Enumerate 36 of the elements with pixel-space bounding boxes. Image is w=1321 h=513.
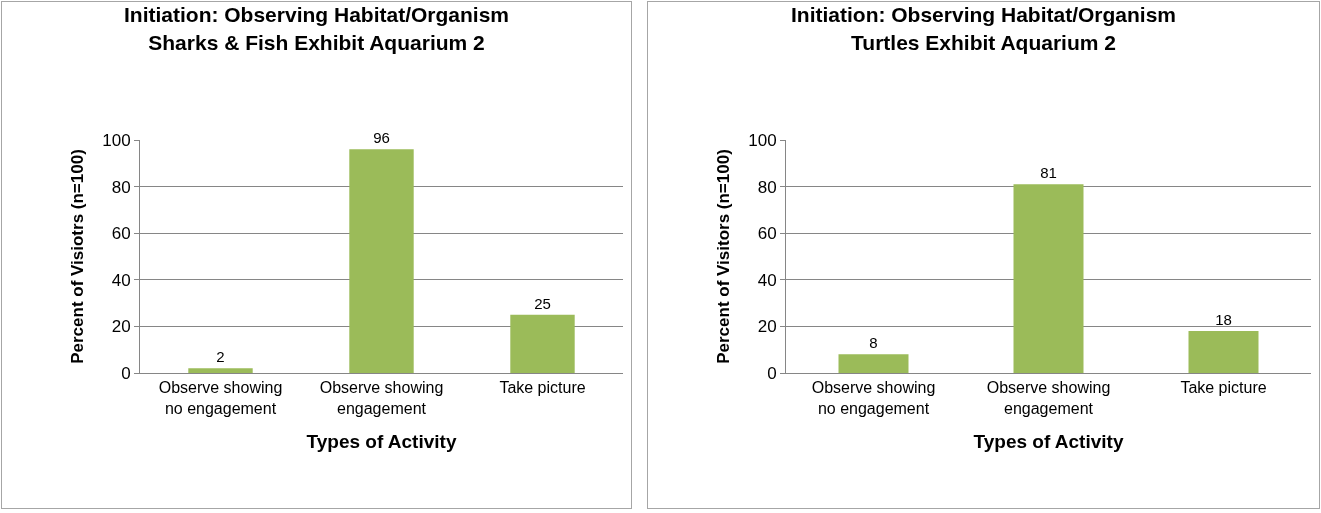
x-tick-label: Take picture (1180, 379, 1267, 397)
y-tick-label: 20 (111, 317, 131, 337)
x-tick-label: Take picture (499, 379, 586, 397)
x-axis-title: Types of Activity (306, 430, 457, 452)
y-tick-label: 20 (757, 317, 777, 337)
y-tick-label: 100 (748, 130, 777, 150)
y-tick-label: 80 (757, 177, 777, 197)
data-label: 18 (1215, 311, 1232, 329)
x-tick-label: Observe showing engagement (319, 379, 444, 417)
y-tick-label: 60 (111, 224, 131, 244)
y-axis-title: Percent of Visiotrs (n=100) (67, 149, 87, 364)
bar (188, 368, 253, 373)
x-tick-label: Observe showing engagement (986, 379, 1111, 417)
bar (838, 354, 909, 373)
bar (1013, 184, 1084, 373)
data-label: 96 (373, 129, 390, 147)
data-label: 25 (534, 294, 551, 312)
data-label: 2 (216, 348, 225, 366)
y-axis-title: Percent of Visitors (n=100) (713, 149, 733, 364)
x-tick-label: Observe showing no engagement (811, 379, 936, 417)
data-label: 81 (1040, 164, 1057, 182)
chart-title: Initiation: Observing Habitat/Organism Sharks & Fish Exhibit Aquarium 2 (123, 3, 510, 54)
bar (349, 149, 414, 373)
x-axis-title: Types of Activity (973, 430, 1124, 452)
bar (1188, 331, 1259, 373)
y-tick-label: 80 (111, 177, 131, 197)
y-tick-label: 0 (767, 363, 777, 383)
data-label: 8 (869, 334, 878, 352)
y-tick-label: 60 (757, 224, 777, 244)
chart-title: Initiation: Observing Habitat/Organism Turtles Exhibit Aquarium 2 (790, 3, 1177, 54)
y-tick-label: 40 (757, 270, 777, 290)
y-tick-label: 40 (111, 270, 131, 290)
x-tick-label: Observe showing no engagement (158, 379, 283, 417)
y-tick-label: 0 (121, 363, 131, 383)
y-tick-label: 100 (102, 130, 131, 150)
bar (510, 314, 575, 373)
